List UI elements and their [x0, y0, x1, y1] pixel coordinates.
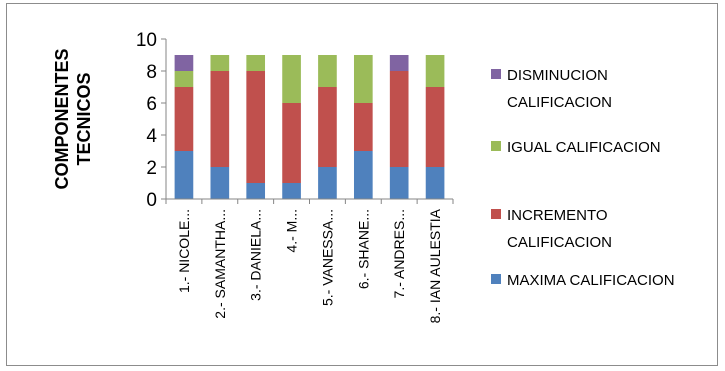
legend-label: MAXIMA CALIFICACION	[507, 272, 675, 289]
bar-segment	[282, 55, 301, 103]
legend-label: CALIFICACION	[507, 234, 612, 251]
bar-segment	[246, 55, 266, 71]
legend-label: DISMINUCION	[507, 67, 608, 84]
bar-segment	[353, 103, 373, 151]
axes	[161, 38, 454, 204]
bar-segment	[174, 71, 194, 87]
y-tick-label: 2	[146, 158, 157, 179]
bar-segment	[174, 55, 194, 71]
bar-segment	[389, 167, 409, 199]
bar-segment	[282, 103, 301, 183]
bar-segment	[210, 167, 230, 199]
bar-segment	[174, 87, 194, 151]
legend-swatch	[491, 274, 501, 284]
bar-segment	[174, 151, 194, 199]
y-tick-label: 10	[136, 30, 157, 51]
bar-segment	[389, 55, 409, 71]
bars	[174, 55, 445, 199]
bar-segment	[318, 87, 337, 167]
bar-segment	[210, 55, 230, 71]
bar-segment	[246, 183, 266, 199]
x-tick-labels: 1.- NICOLE... 2.- SAMANTHA... 3.- DANIELA.…	[176, 208, 443, 323]
x-tick-label: 7.- ANDRES...	[391, 209, 407, 298]
bar-segment	[282, 183, 301, 199]
legend-swatch	[491, 141, 501, 151]
bar-segment	[353, 151, 373, 199]
bar-segment	[318, 167, 337, 199]
bar-segment	[210, 71, 230, 167]
bar-segment	[425, 87, 445, 167]
bar-segment	[425, 55, 445, 87]
legend-label: INCREMENTO	[507, 207, 608, 224]
x-tick-label: 4.- M...	[284, 209, 300, 253]
x-tick-label: 8.- IAN AULESTIA	[427, 208, 443, 323]
bar-segment	[425, 167, 445, 199]
y-tick-label: 4	[146, 126, 157, 147]
y-tick-label: 8	[146, 62, 157, 83]
legend-label: CALIFICACION	[507, 94, 612, 111]
y-tick-labels: 0 2 4 6 8 10	[136, 30, 158, 211]
y-axis-title: COMPONENTES TECNICOS	[52, 48, 94, 189]
x-tick-label: 6.- SHANE...	[355, 209, 371, 289]
y-tick-label: 6	[146, 94, 157, 115]
bar-segment	[389, 71, 409, 167]
legend-label: IGUAL CALIFICACION	[507, 139, 661, 156]
legend: DISMINUCION CALIFICACION IGUAL CALIFICACIO…	[491, 67, 675, 289]
x-tick-label: 1.- NICOLE...	[176, 209, 192, 293]
x-tick-label: 3.- DANIELA...	[248, 209, 264, 301]
legend-swatch	[491, 209, 501, 219]
bar-segment	[353, 55, 373, 103]
x-tick-label: 5.- VANESSA...	[319, 209, 335, 306]
bar-segment	[318, 55, 337, 87]
y-axis-title-line: COMPONENTES	[52, 48, 72, 189]
bar-segment	[246, 71, 266, 183]
y-tick-label: 0	[146, 190, 157, 211]
x-tick-label: 2.- SAMANTHA...	[212, 209, 228, 319]
legend-swatch	[491, 69, 501, 79]
y-axis-title-line: TECNICOS	[74, 72, 94, 165]
